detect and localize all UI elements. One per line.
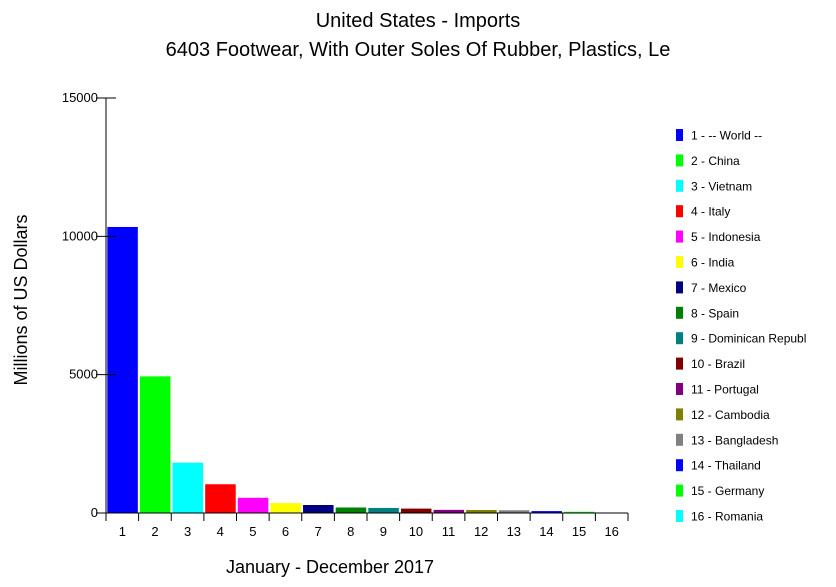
legend-label: 11 - Portugal: [691, 383, 759, 397]
x-tick-label: 14: [539, 524, 553, 539]
legend-swatch: [676, 459, 683, 472]
x-tick-label: 11: [442, 524, 456, 539]
bar-3: [171, 462, 204, 514]
y-tick-label: 10000: [62, 228, 98, 243]
bar-6: [269, 502, 302, 514]
legend-swatch: [676, 306, 683, 319]
bar-5: [237, 497, 269, 514]
legend-swatch: [676, 408, 683, 421]
x-tick-label: 16: [604, 524, 618, 539]
x-tick-label: 15: [572, 524, 586, 539]
x-tick-label: 6: [282, 524, 289, 539]
legend-swatch: [676, 510, 683, 522]
legend-label: 6 - India: [691, 256, 735, 270]
x-tick-label: 10: [409, 524, 423, 539]
legend-swatch: [676, 332, 683, 345]
bar-7: [302, 504, 335, 514]
legend: 1 - -- World -- 2 - China 3 - Vietnam 4 - I…: [676, 129, 806, 524]
x-tick-label: 12: [474, 524, 488, 539]
x-tick-label: 4: [217, 524, 224, 539]
legend-label: 16 - Romania: [691, 510, 763, 524]
x-tick-label: 3: [184, 524, 191, 539]
legend-label: 8 - Spain: [691, 306, 739, 320]
x-tick-label: 1: [119, 524, 126, 539]
legend-swatch: [676, 433, 683, 446]
legend-label: 9 - Dominican Republ: [691, 332, 806, 346]
legend-swatch: [676, 484, 683, 497]
legend-swatch: [676, 383, 683, 395]
y-axis-title: Millions of US Dollars: [11, 214, 31, 385]
legend-swatch: [676, 256, 683, 268]
chart-title: United States - Imports: [316, 10, 521, 32]
x-tick-label: 13: [507, 524, 521, 539]
bars-group: [106, 226, 628, 514]
x-tick-label: 9: [380, 524, 387, 539]
legend-label: 1 - -- World --: [691, 129, 762, 143]
legend-swatch: [676, 281, 683, 294]
legend-swatch: [676, 154, 683, 167]
x-tick-label: 8: [347, 524, 354, 539]
x-axis-title: January - December 2017: [226, 557, 434, 577]
bar-11: [432, 509, 465, 514]
y-tick-label: 5000: [69, 367, 98, 382]
bar-1: [106, 226, 139, 514]
legend-label: 14 - Thailand: [691, 459, 761, 473]
legend-label: 5 - Indonesia: [691, 230, 761, 244]
legend-label: 13 - Bangladesh: [691, 433, 778, 447]
bar-10: [400, 507, 433, 514]
chart-subtitle: 6403 Footwear, With Outer Soles Of Rubbe…: [166, 39, 671, 61]
legend-label: 15 - Germany: [691, 484, 764, 498]
legend-swatch: [676, 230, 683, 243]
legend-swatch: [676, 179, 683, 192]
bar-8: [335, 506, 367, 514]
y-tick-label: 0: [91, 505, 98, 520]
x-tick-label: 7: [314, 524, 321, 539]
x-tick-label: 5: [249, 524, 256, 539]
legend-label: 7 - Mexico: [691, 281, 747, 295]
legend-swatch: [676, 205, 683, 218]
legend-swatch: [676, 129, 683, 141]
legend-label: 10 - Brazil: [691, 357, 745, 371]
legend-label: 4 - Italy: [691, 205, 730, 219]
bar-4: [204, 483, 237, 514]
y-tick-label: 15000: [62, 90, 98, 105]
legend-label: 12 - Cambodia: [691, 408, 770, 422]
x-tick-label: 2: [151, 524, 158, 539]
legend-swatch: [676, 357, 683, 370]
legend-label: 3 - Vietnam: [691, 179, 752, 193]
bar-9: [367, 507, 400, 514]
legend-label: 2 - China: [691, 154, 740, 168]
bar-2: [139, 375, 172, 514]
